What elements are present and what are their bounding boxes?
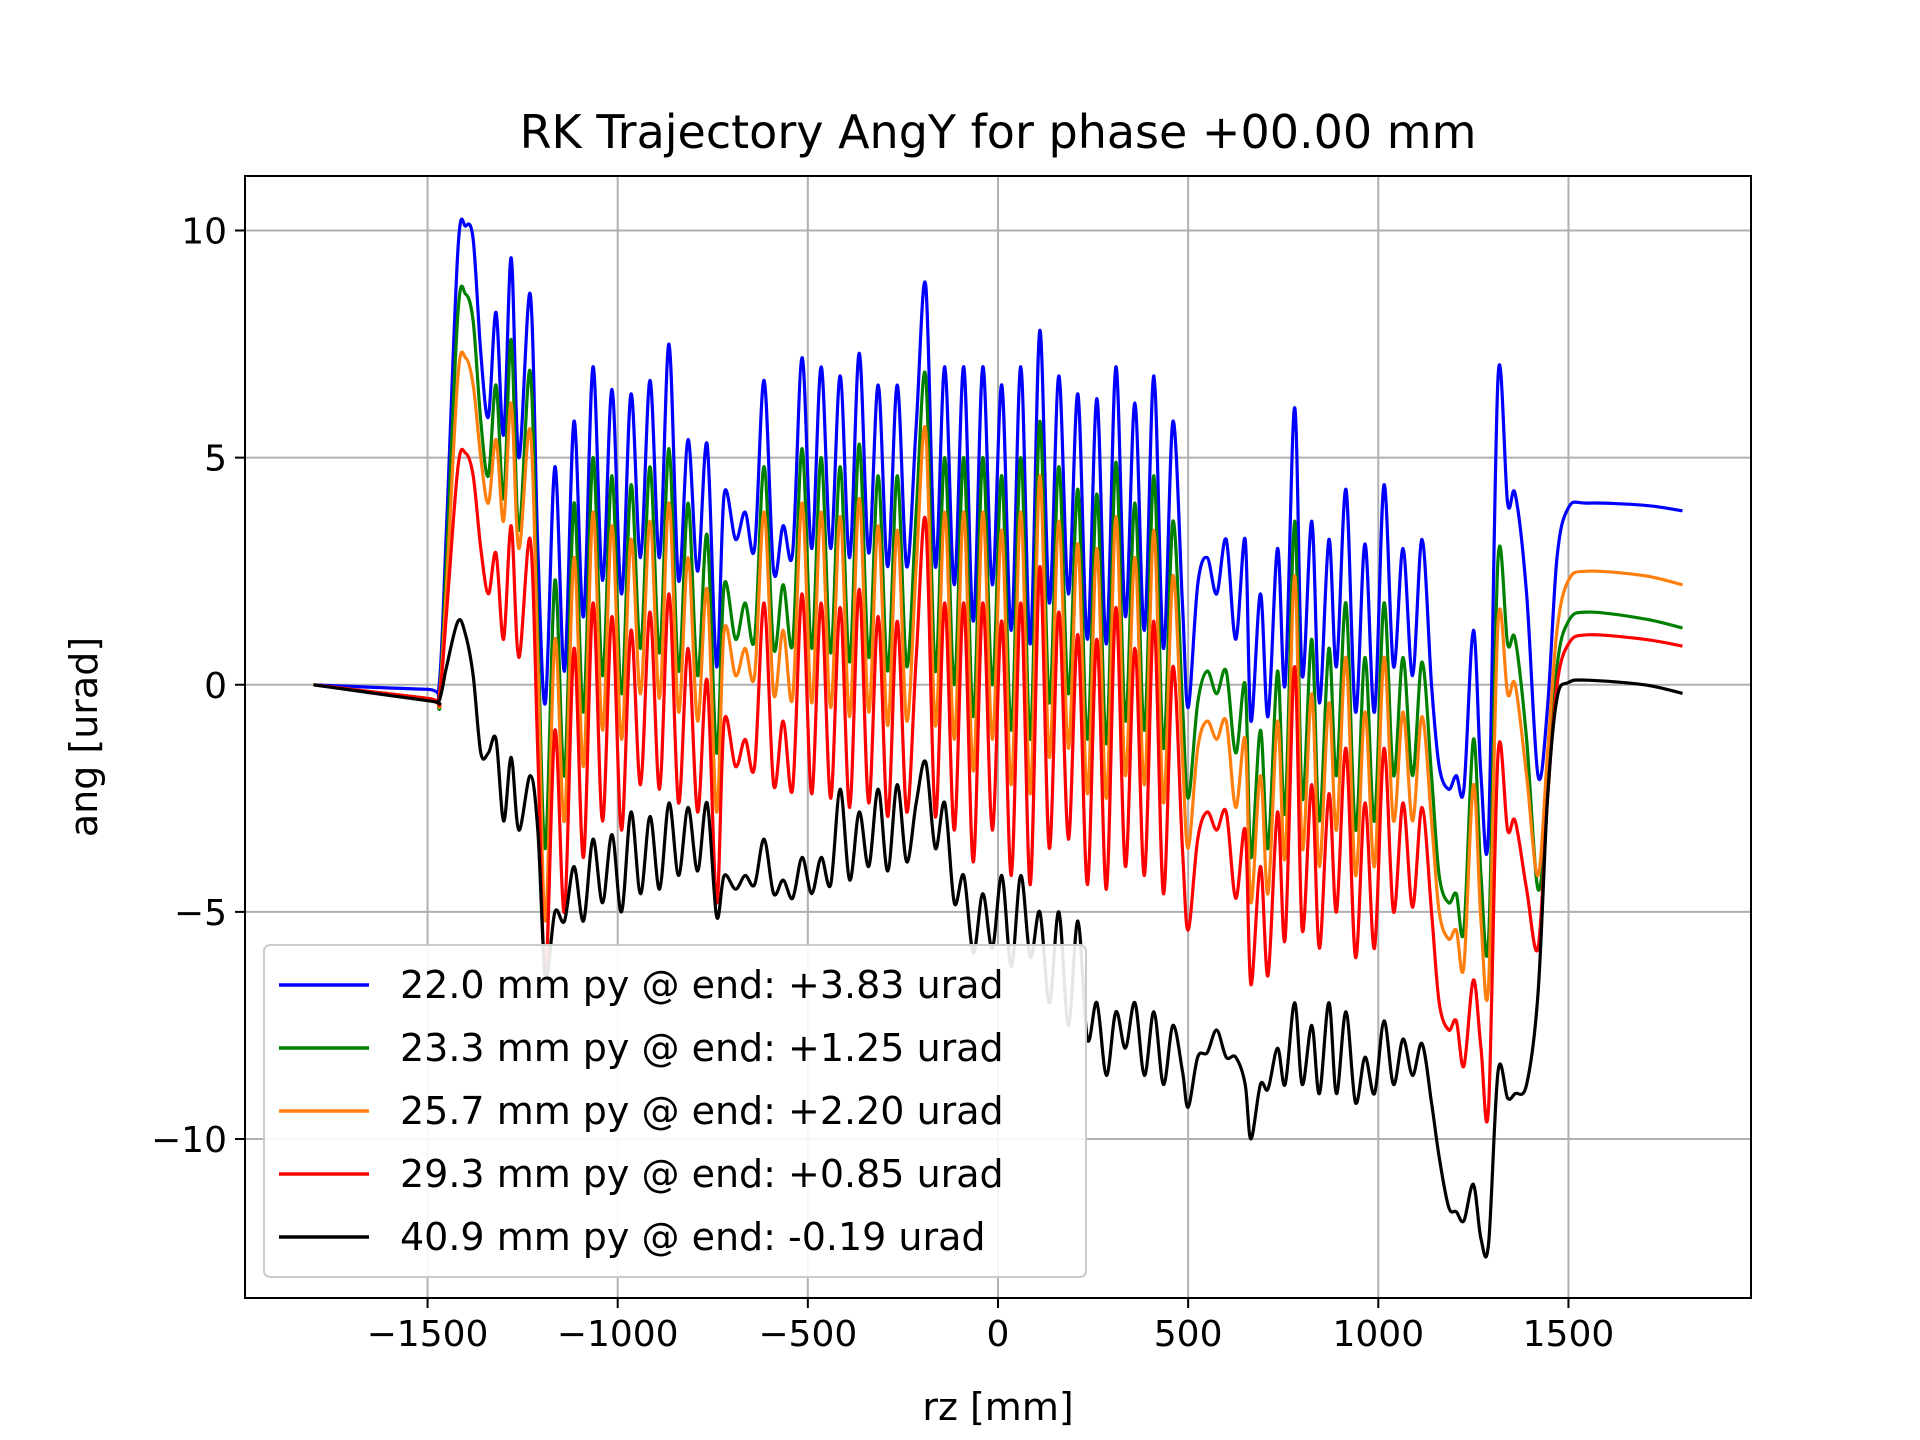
y-tick-label: 5 bbox=[204, 439, 227, 480]
x-tick-label: −1000 bbox=[557, 1314, 679, 1355]
y-tick-label: −5 bbox=[174, 893, 227, 934]
chart-title: RK Trajectory AngY for phase +00.00 mm bbox=[520, 105, 1477, 159]
x-tick-label: 1000 bbox=[1332, 1314, 1424, 1355]
y-tick-label: −10 bbox=[151, 1120, 227, 1161]
legend: 22.0 mm py @ end: +3.83 urad 23.3 mm py @… bbox=[263, 944, 1087, 1278]
series-lines bbox=[313, 217, 1683, 1259]
legend-label-5: 40.9 mm py @ end: -0.19 urad bbox=[400, 1215, 986, 1259]
series-line-2 bbox=[313, 284, 1683, 958]
legend-box bbox=[263, 944, 1087, 1278]
axis-ticks: −1500 −1000 −500 0 500 1000 1500 −10 −5 0 5 10 bbox=[151, 212, 1614, 1355]
x-axis-label: rz [mm] bbox=[922, 1385, 1073, 1429]
series-line-3 bbox=[313, 350, 1683, 1003]
x-tick-label: 1500 bbox=[1523, 1314, 1615, 1355]
legend-label-3: 25.7 mm py @ end: +2.20 urad bbox=[400, 1089, 1004, 1133]
x-tick-label: 0 bbox=[987, 1314, 1010, 1355]
y-tick-label: 0 bbox=[204, 666, 227, 707]
y-axis-label: ang [urad] bbox=[62, 637, 106, 837]
legend-label-2: 23.3 mm py @ end: +1.25 urad bbox=[400, 1026, 1004, 1070]
series-line-4 bbox=[313, 447, 1683, 1124]
x-tick-label: −1500 bbox=[367, 1314, 489, 1355]
y-tick-label: 10 bbox=[181, 212, 227, 253]
x-tick-label: −500 bbox=[758, 1314, 857, 1355]
legend-label-4: 29.3 mm py @ end: +0.85 urad bbox=[400, 1152, 1004, 1196]
x-tick-label: 500 bbox=[1154, 1314, 1223, 1355]
series-line-1 bbox=[313, 217, 1683, 856]
series-line-5 bbox=[313, 618, 1683, 1259]
legend-label-1: 22.0 mm py @ end: +3.83 urad bbox=[400, 963, 1004, 1007]
